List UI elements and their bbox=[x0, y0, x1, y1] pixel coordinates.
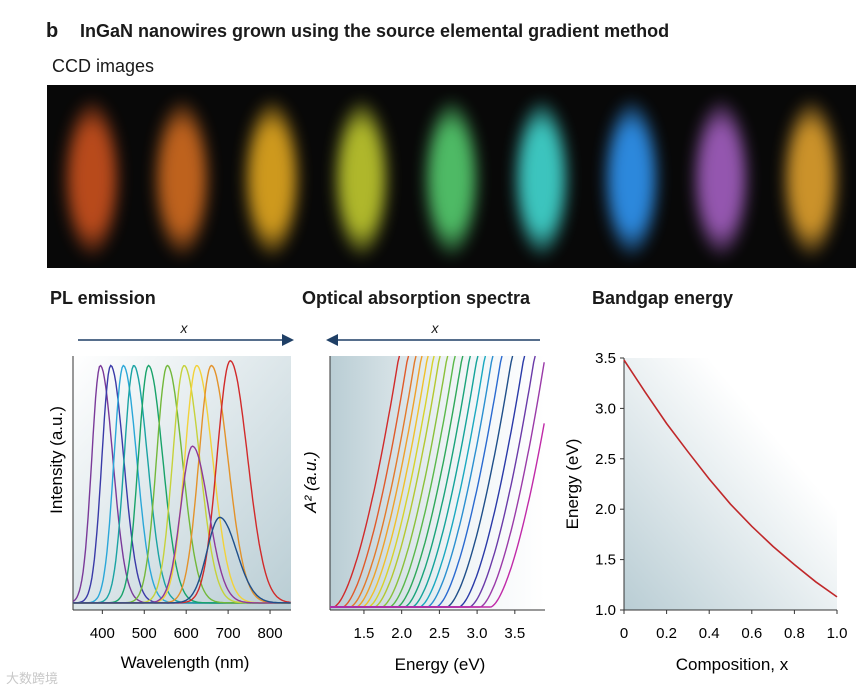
ccd-tile bbox=[586, 85, 676, 268]
abs-x-tick-label: 3.0 bbox=[467, 625, 488, 642]
ccd-tile bbox=[407, 85, 497, 268]
bandgap-y-tick-label: 2.0 bbox=[595, 501, 616, 518]
ccd-spot bbox=[602, 99, 661, 258]
pl-x-tick-label: 500 bbox=[132, 625, 157, 642]
ccd-tile bbox=[766, 85, 856, 268]
bandgap-x-label: Composition, x bbox=[676, 655, 789, 674]
pl-series-group bbox=[72, 359, 291, 604]
pl-x-tick-label: 600 bbox=[174, 625, 199, 642]
ccd-tile bbox=[317, 85, 407, 268]
pl-y-label: Intensity (a.u.) bbox=[47, 406, 66, 514]
bandgap-curve bbox=[623, 359, 838, 598]
bandgap-y-tick-label: 1.0 bbox=[595, 602, 616, 619]
bandgap-ticks: 0 0.2 0.4 0.6 0.8 1.0 1.0 1.5 2.0 2.5 3.0 3.5 bbox=[595, 350, 847, 642]
bandgap-plot-area bbox=[624, 358, 837, 610]
ccd-tile bbox=[227, 85, 317, 268]
abs-arrow-label: x bbox=[431, 320, 440, 336]
ccd-tile bbox=[676, 85, 766, 268]
abs-x-tick-label: 3.5 bbox=[504, 625, 525, 642]
ccd-spot bbox=[332, 99, 391, 258]
bandgap-y-tick-label: 1.5 bbox=[595, 552, 616, 569]
abs-series-group bbox=[330, 355, 545, 608]
bandgap-x-tick-label: 1.0 bbox=[827, 625, 848, 642]
abs-plot-area bbox=[330, 356, 545, 610]
panel-letter: b bbox=[46, 20, 59, 42]
ccd-tile bbox=[496, 85, 586, 268]
bandgap-y-tick-label: 3.5 bbox=[595, 350, 616, 367]
watermark-text: 大数跨境 bbox=[6, 671, 59, 686]
bandgap-x-tick-label: 0.2 bbox=[656, 625, 677, 642]
pl-emission-title: PL emission bbox=[50, 288, 156, 308]
bandgap-y-label: Energy (eV) bbox=[563, 439, 582, 530]
abs-x-tick-label: 1.5 bbox=[354, 625, 375, 642]
abs-x-tick-label: 2.5 bbox=[429, 625, 450, 642]
pl-x-tick-label: 400 bbox=[90, 625, 115, 642]
pl-x-label: Wavelength (nm) bbox=[121, 653, 250, 672]
pl-plot-area bbox=[73, 356, 291, 610]
abs-y-label: A² (a.u.) bbox=[301, 451, 320, 513]
ccd-label: CCD images bbox=[52, 56, 155, 76]
abs-x-label: Energy (eV) bbox=[395, 655, 486, 674]
bandgap-x-tick-label: 0.4 bbox=[699, 625, 720, 642]
pl-series-line bbox=[73, 516, 291, 604]
abs-x-ticks: 1.5 2.0 2.5 3.0 3.5 bbox=[354, 610, 525, 642]
abs-series-line bbox=[330, 423, 545, 608]
ccd-spot bbox=[512, 99, 571, 258]
pl-arrow-label: x bbox=[180, 320, 189, 336]
absorption-title: Optical absorption spectra bbox=[302, 288, 531, 308]
bandgap-x-tick-label: 0.8 bbox=[784, 625, 805, 642]
bandgap-title: Bandgap energy bbox=[592, 288, 734, 308]
pl-x-tick-label: 800 bbox=[258, 625, 283, 642]
ccd-spot bbox=[153, 99, 211, 258]
ccd-spot bbox=[63, 99, 121, 258]
ccd-spot bbox=[692, 99, 750, 258]
ccd-tile bbox=[137, 85, 227, 268]
bandgap-y-tick-label: 3.0 bbox=[595, 400, 616, 417]
abs-series-line bbox=[330, 355, 401, 608]
ccd-spot bbox=[782, 99, 840, 258]
bandgap-y-tick-label: 2.5 bbox=[595, 451, 616, 468]
figure-title: InGaN nanowires grown using the source e… bbox=[80, 21, 670, 41]
pl-x-tick-label: 700 bbox=[216, 625, 241, 642]
abs-x-tick-label: 2.0 bbox=[391, 625, 412, 642]
ccd-image-strip bbox=[47, 85, 856, 268]
bandgap-x-tick-label: 0.6 bbox=[741, 625, 762, 642]
bandgap-series-group bbox=[623, 359, 838, 598]
bandgap-x-tick-label: 0 bbox=[620, 625, 628, 642]
ccd-spot bbox=[242, 99, 301, 258]
ccd-tile bbox=[47, 85, 137, 268]
ccd-spot bbox=[422, 99, 481, 258]
pl-x-ticks: 400 500 600 700 800 bbox=[90, 610, 283, 642]
